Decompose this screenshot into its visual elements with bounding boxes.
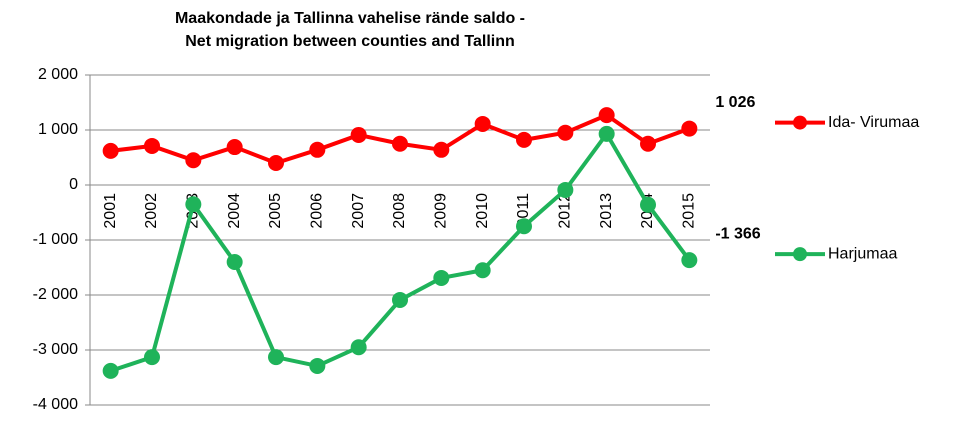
data-point: [474, 115, 491, 132]
data-point: [350, 126, 367, 143]
x-tick-label: 2007: [350, 193, 367, 229]
x-tick-label: 2006: [309, 193, 326, 229]
y-tick-label: 1 000: [38, 121, 78, 138]
y-tick-label: 2 000: [38, 66, 78, 83]
y-tick-label: -4 000: [33, 396, 78, 413]
data-point: [640, 135, 656, 152]
data-point: [102, 362, 119, 379]
data-point: [226, 139, 243, 156]
data-point: [557, 181, 574, 198]
data-point: [681, 120, 698, 137]
data-point: [681, 252, 698, 269]
x-tick-label: 2013: [598, 193, 615, 229]
data-point: [516, 131, 532, 148]
legend-marker: [793, 115, 807, 130]
x-tick-label: 2002: [143, 193, 160, 229]
data-point: [433, 141, 450, 158]
x-tick-label: 2015: [681, 193, 698, 229]
data-point: [392, 291, 408, 308]
data-point: [185, 196, 202, 213]
legend-label: Harjumaa: [828, 245, 897, 262]
data-point: [350, 339, 367, 356]
data-point: [557, 124, 574, 141]
x-tick-label: 2009: [433, 193, 450, 229]
data-point: [309, 357, 326, 374]
data-point: [474, 262, 491, 279]
chart-title: Maakondade ja Tallinna vahelise rände sa…: [175, 10, 525, 27]
x-tick-label: 2011: [515, 193, 532, 228]
data-point: [268, 155, 284, 171]
data-point: [268, 349, 284, 366]
series-line: [110, 130, 691, 373]
data-point: [309, 141, 326, 158]
data-point: [144, 349, 160, 366]
x-tick-label: 2010: [474, 193, 491, 229]
data-label: -1 366: [715, 225, 760, 242]
data-point: [392, 135, 408, 152]
data-point: [144, 137, 160, 154]
x-tick-label: 2001: [102, 193, 119, 229]
data-point: [598, 107, 615, 124]
data-point: [598, 125, 615, 142]
data-point: [516, 218, 532, 235]
x-tick-label: 2005: [267, 193, 284, 229]
data-point: [640, 196, 656, 213]
x-tick-label: 2012: [557, 193, 574, 229]
legend-marker: [793, 247, 807, 262]
data-point: [102, 142, 119, 159]
data-point: [185, 152, 202, 169]
chart-title: Net migration between counties and Talli…: [185, 33, 515, 50]
legend-label: Ida- Virumaa: [828, 114, 919, 131]
data-point: [433, 269, 450, 286]
data-label: 1 026: [715, 94, 755, 111]
y-tick-label: -1 000: [33, 231, 78, 248]
y-tick-label: -2 000: [33, 286, 78, 303]
y-tick-label: -3 000: [33, 341, 78, 358]
x-tick-label: 2004: [226, 193, 243, 229]
data-point: [226, 254, 243, 270]
y-tick-label: 0: [69, 176, 78, 193]
x-tick-label: 2008: [391, 193, 408, 229]
